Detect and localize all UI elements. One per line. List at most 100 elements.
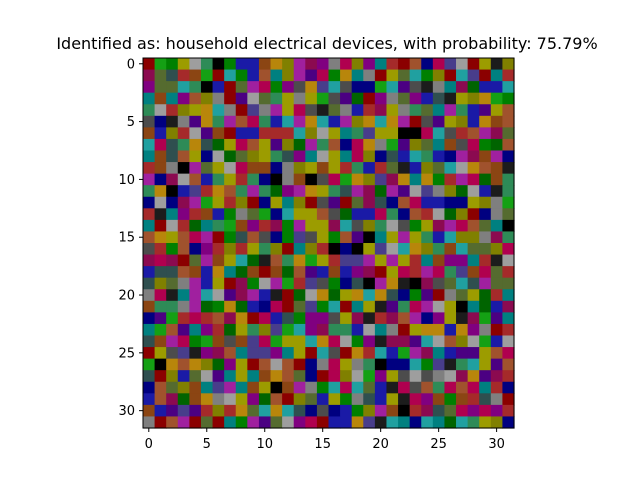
heatmap-cell bbox=[212, 92, 225, 105]
heatmap-cell bbox=[143, 231, 156, 244]
heatmap-cell bbox=[351, 150, 364, 163]
heatmap-cell bbox=[177, 416, 190, 429]
heatmap-cell bbox=[340, 266, 353, 279]
heatmap-cell bbox=[282, 416, 295, 429]
heatmap-cell bbox=[316, 266, 330, 279]
heatmap-cell bbox=[270, 266, 283, 279]
heatmap-cell bbox=[340, 335, 353, 348]
heatmap-cell bbox=[328, 393, 341, 406]
heatmap-cell bbox=[316, 243, 330, 256]
heatmap-cell bbox=[177, 254, 190, 267]
heatmap-cell bbox=[351, 404, 364, 418]
heatmap-cell bbox=[490, 208, 503, 221]
heatmap-cell bbox=[143, 115, 156, 128]
heatmap-cell bbox=[363, 289, 376, 302]
heatmap-cell bbox=[467, 219, 480, 233]
heatmap-cell bbox=[166, 312, 179, 325]
heatmap-cell bbox=[270, 208, 283, 221]
heatmap-cell bbox=[154, 138, 167, 152]
heatmap-cell bbox=[386, 300, 399, 313]
heatmap-cell bbox=[258, 138, 272, 152]
heatmap-cell bbox=[386, 150, 399, 163]
heatmap-cell bbox=[490, 254, 503, 267]
heatmap-cell bbox=[386, 173, 399, 186]
heatmap-cell bbox=[490, 266, 503, 279]
heatmap-cell bbox=[305, 185, 318, 198]
heatmap-cell bbox=[421, 347, 434, 360]
heatmap-cell bbox=[432, 138, 446, 152]
heatmap-cell bbox=[490, 81, 503, 94]
heatmap-cell bbox=[374, 150, 388, 163]
heatmap-cell bbox=[189, 208, 202, 221]
heatmap-cell bbox=[363, 173, 376, 186]
heatmap-cell bbox=[212, 404, 225, 418]
heatmap-cell bbox=[328, 138, 341, 152]
heatmap-cell bbox=[467, 196, 480, 209]
heatmap-cell bbox=[189, 231, 202, 244]
heatmap-cell bbox=[177, 347, 190, 360]
heatmap-cell bbox=[154, 185, 167, 198]
heatmap-cell bbox=[189, 266, 202, 279]
heatmap-cell bbox=[432, 254, 446, 267]
heatmap-cell bbox=[235, 404, 248, 418]
heatmap-cell bbox=[189, 92, 202, 105]
heatmap-cell bbox=[200, 208, 214, 221]
heatmap-cell bbox=[247, 173, 260, 186]
heatmap-cell bbox=[409, 69, 422, 82]
heatmap-cell bbox=[328, 162, 341, 175]
heatmap-cell bbox=[456, 277, 469, 290]
heatmap-cell bbox=[398, 381, 411, 394]
heatmap-cell bbox=[293, 300, 306, 313]
heatmap-cell bbox=[258, 370, 272, 383]
heatmap-cell bbox=[432, 393, 446, 406]
heatmap-cell bbox=[351, 289, 364, 302]
heatmap-cell bbox=[409, 335, 422, 348]
heatmap-cell bbox=[479, 81, 492, 94]
heatmap-cell bbox=[386, 266, 399, 279]
heatmap-cell bbox=[258, 358, 272, 371]
heatmap-cell bbox=[409, 231, 422, 244]
heatmap-cell bbox=[398, 254, 411, 267]
heatmap-cell bbox=[467, 243, 480, 256]
heatmap-cell bbox=[363, 370, 376, 383]
heatmap-cell bbox=[247, 300, 260, 313]
heatmap-cell bbox=[374, 115, 388, 128]
heatmap-cell bbox=[177, 335, 190, 348]
heatmap-cell bbox=[328, 196, 341, 209]
heatmap-cell bbox=[328, 323, 341, 337]
heatmap-cell bbox=[386, 127, 399, 140]
heatmap-cell bbox=[316, 254, 330, 267]
heatmap-cell bbox=[467, 347, 480, 360]
heatmap-cell bbox=[212, 219, 225, 233]
heatmap-cell bbox=[177, 81, 190, 94]
heatmap-cell bbox=[143, 127, 156, 140]
heatmap-cell bbox=[374, 92, 388, 105]
heatmap-cell bbox=[502, 185, 515, 198]
heatmap-cell bbox=[177, 138, 190, 152]
heatmap-cell bbox=[340, 243, 353, 256]
heatmap-cell bbox=[421, 208, 434, 221]
heatmap-cell bbox=[305, 404, 318, 418]
heatmap-cell bbox=[305, 300, 318, 313]
heatmap-cell bbox=[386, 219, 399, 233]
heatmap-cell bbox=[467, 173, 480, 186]
heatmap-cell bbox=[444, 289, 457, 302]
heatmap-cell bbox=[374, 393, 388, 406]
heatmap-cell bbox=[351, 300, 364, 313]
heatmap-cell bbox=[432, 289, 446, 302]
heatmap-cell bbox=[363, 312, 376, 325]
heatmap-cell bbox=[235, 266, 248, 279]
heatmap-cell bbox=[305, 370, 318, 383]
heatmap-cell bbox=[398, 347, 411, 360]
heatmap-cell bbox=[212, 150, 225, 163]
heatmap-cell bbox=[166, 104, 179, 117]
heatmap-cell bbox=[247, 370, 260, 383]
heatmap-cell bbox=[479, 115, 492, 128]
heatmap-cell bbox=[398, 173, 411, 186]
heatmap-cell bbox=[293, 266, 306, 279]
heatmap-cell bbox=[200, 69, 214, 82]
heatmap-cell bbox=[258, 104, 272, 117]
heatmap-cell bbox=[247, 312, 260, 325]
heatmap-cell bbox=[502, 138, 515, 152]
heatmap-cell bbox=[363, 138, 376, 152]
